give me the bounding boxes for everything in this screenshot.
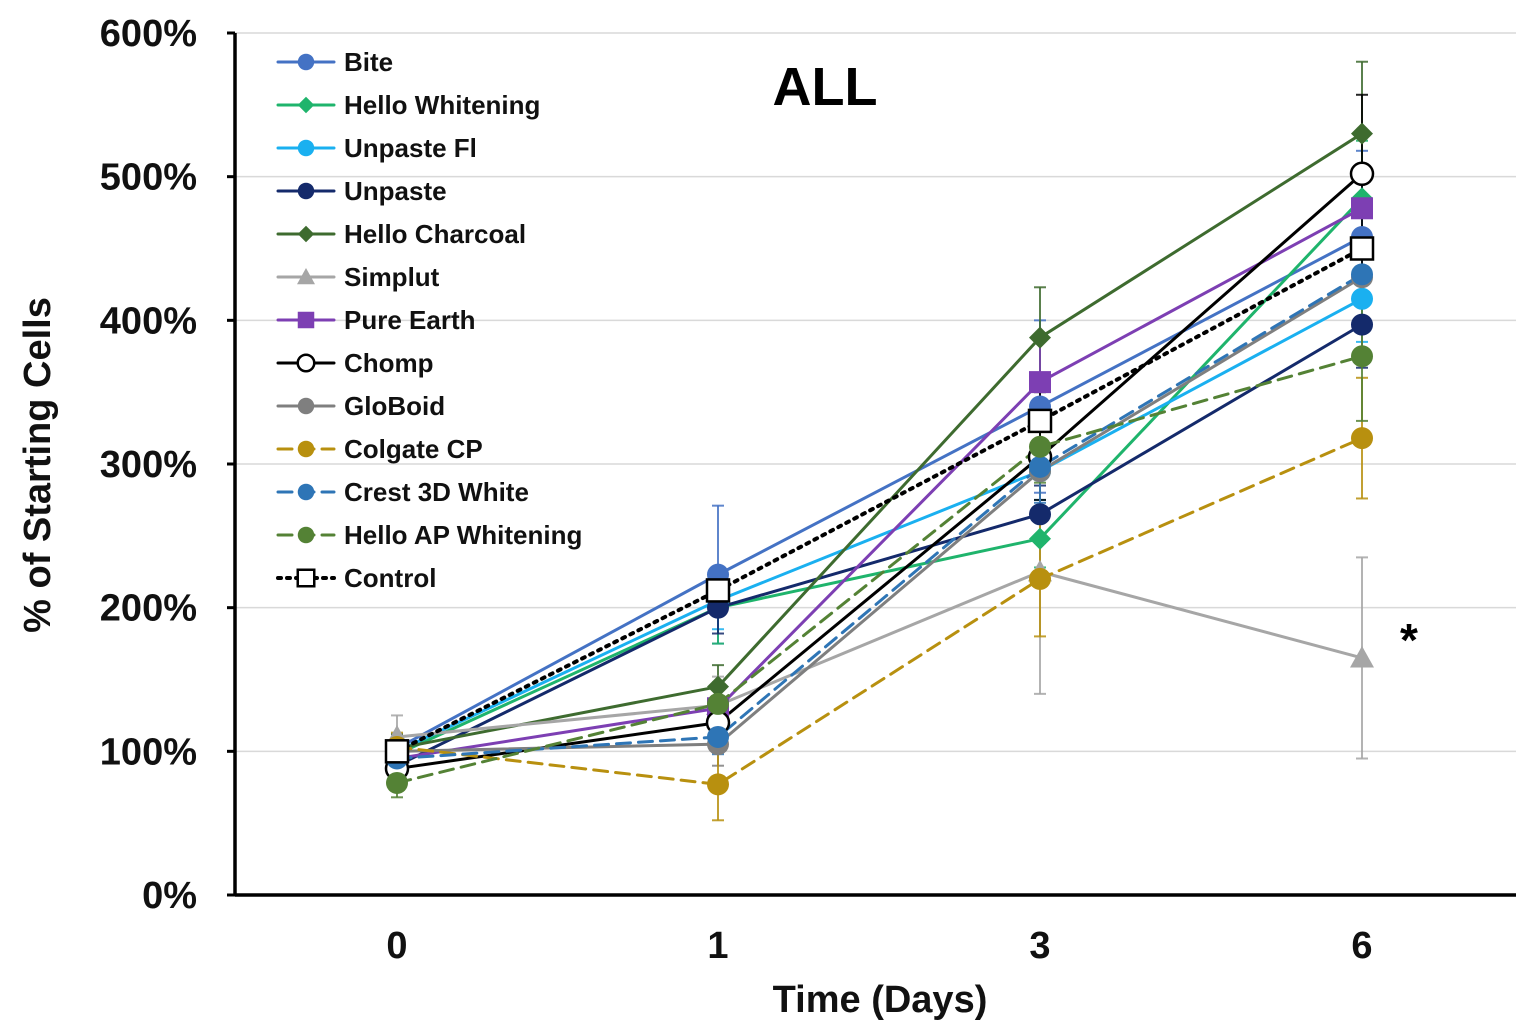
data-point [1350,645,1374,668]
data-point [707,692,729,715]
gridlines [235,32,1516,753]
data-point [707,675,729,698]
series-line [395,172,1364,771]
series-line [395,272,1364,761]
y-tick-label: 0% [142,875,197,917]
y-tick-label: 600% [100,13,197,55]
legend-marker [297,225,315,243]
series-line [395,354,1364,785]
data-point [1027,408,1053,434]
data-point [1029,371,1051,394]
legend: Bite Hello Whitening Unpaste Fl Unpaste Hell… [276,47,582,593]
legend-label: Colgate CP [344,434,483,464]
legend-marker [296,568,316,588]
data-point [1351,197,1373,220]
annotations: * [1400,614,1418,666]
y-tick-label: 200% [100,588,197,630]
y-tick-label: 500% [100,157,197,199]
legend-label: Simplut [344,262,440,292]
data-point [1351,313,1373,336]
series-line [395,235,1364,750]
series-line [395,323,1364,768]
error-bars [391,60,1368,822]
x-tick-label: 0 [386,925,407,967]
data-point [1351,122,1373,145]
legend-marker [297,526,315,544]
y-tick-label: 400% [100,300,197,342]
legend-label: Unpaste [344,176,447,206]
series-lines [395,132,1364,786]
legend-label: Pure Earth [344,305,476,335]
legend-label: Bite [344,47,393,77]
series-line [395,206,1364,761]
data-point [1351,345,1373,368]
legend-marker [297,182,315,200]
legend-label: Unpaste Fl [344,133,477,163]
significance-asterisk: * [1400,614,1418,666]
legend-marker [297,397,315,415]
data-point [1029,503,1051,526]
data-point [705,578,731,603]
axes: 0% 100% 200% 300% 400% 500% 600% 0 1 3 6 [100,13,1516,967]
data-point [1351,263,1373,286]
y-tick-label: 100% [100,731,197,773]
data-point [384,739,410,764]
series-line [395,436,1364,786]
series-line [395,196,1364,756]
x-tick-label: 6 [1351,925,1372,967]
series-line [395,297,1364,753]
legend-label: Chomp [344,348,434,378]
data-point [1349,236,1375,261]
legend-marker [297,311,315,329]
data-point [386,771,408,794]
data-point [1029,527,1051,550]
chart-title: ALL [773,57,878,117]
legend-marker [297,440,315,458]
legend-label: Crest 3D White [344,477,529,507]
legend-label: Hello Whitening [344,90,540,120]
data-point [1349,161,1375,187]
legend-label: GloBoid [344,391,445,421]
legend-marker [297,96,315,114]
legend-label: Hello AP Whitening [344,520,582,550]
legend-marker [297,53,315,71]
series-line [395,570,1364,739]
legend-marker [296,353,316,373]
y-tick-label: 300% [100,444,197,486]
data-point [707,773,729,796]
legend-label: Control [344,563,436,593]
legend-marker [297,483,315,501]
legend-marker [297,139,315,157]
x-axis-title: Time (Days) [773,979,988,1021]
data-point [1029,435,1051,458]
series-line [395,132,1364,750]
data-point [1029,567,1051,590]
data-point [1351,287,1373,310]
x-tick-label: 3 [1029,925,1050,967]
series-markers [384,122,1375,796]
legend-marker [297,268,315,285]
y-axis-title: % of Starting Cells [17,297,59,633]
series-line [395,246,1364,754]
x-tick-label: 1 [707,925,728,967]
data-point [1029,326,1051,349]
legend-label: Hello Charcoal [344,219,526,249]
data-point [1029,455,1051,478]
data-point [1351,427,1373,450]
data-point [707,725,729,748]
